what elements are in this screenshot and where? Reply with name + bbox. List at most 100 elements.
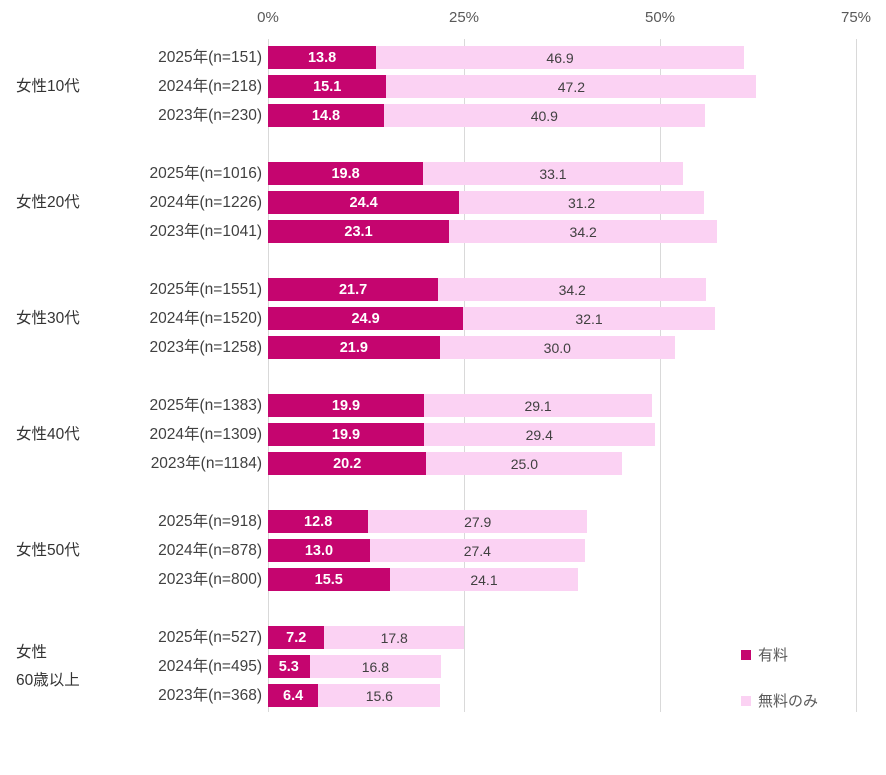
bar-segment-paid: 14.8 [268, 104, 385, 127]
bar-segment-paid: 19.9 [268, 394, 425, 417]
row-label: 2025年(n=527) [158, 629, 262, 646]
free-series-swatch-icon [741, 695, 751, 706]
bar-value-label: 17.8 [380, 629, 408, 646]
group-label-line: 女性 [16, 643, 48, 661]
bar-value-label: 24.9 [351, 310, 380, 327]
bar-value-label: 16.8 [361, 658, 390, 675]
paid-series-swatch-icon [741, 649, 751, 660]
group-label: 女性20代 [16, 189, 80, 217]
bar-segment-free: 30.0 [439, 336, 675, 359]
bar-segment-paid: 5.3 [268, 655, 310, 678]
row-label: 2023年(n=1258) [149, 339, 262, 356]
x-axis-tick-label: 75% [840, 9, 872, 26]
bar-segment-free: 29.1 [424, 394, 653, 417]
bar-segment-paid: 15.5 [268, 568, 390, 591]
row-label: 2024年(n=218) [158, 78, 262, 95]
bar-value-label: 15.1 [313, 78, 342, 95]
bar-value-label: 14.8 [311, 107, 341, 124]
x-axis-tick-label: 25% [448, 9, 480, 26]
row-label: 2025年(n=1383) [149, 397, 262, 414]
group-label-line: 女性20代 [16, 193, 80, 211]
bar-value-label: 7.2 [286, 629, 307, 646]
bar-value-label: 47.2 [557, 78, 586, 95]
bar-segment-paid: 7.2 [268, 626, 325, 649]
bar-segment-paid: 23.1 [268, 220, 450, 243]
bar-segment-free: 27.4 [369, 539, 585, 562]
row-label: 2025年(n=1016) [149, 165, 262, 182]
group-label-line: 女性50代 [16, 541, 80, 559]
bar-value-label: 13.8 [307, 49, 337, 66]
bar-segment-free: 25.0 [426, 452, 623, 475]
row-label: 2023年(n=1184) [150, 455, 262, 472]
bar-value-label: 24.4 [349, 194, 378, 211]
legend-item-free: 無料のみ [741, 690, 818, 711]
bar-value-label: 32.1 [575, 310, 603, 327]
bar-value-label: 24.1 [470, 571, 498, 588]
bar-segment-free: 17.8 [324, 626, 464, 649]
bar-value-label: 19.8 [331, 165, 360, 182]
gridline [464, 39, 465, 712]
x-axis-tick-label: 0% [257, 9, 279, 26]
gridline [268, 39, 269, 712]
row-label: 2024年(n=1520) [149, 310, 262, 327]
bar-value-label: 25.0 [510, 455, 538, 472]
group-label-line: 女性30代 [16, 309, 80, 327]
bar-segment-paid: 19.9 [268, 423, 425, 446]
group-label-line: 60歳以上 [16, 671, 80, 689]
bar-segment-free: 15.6 [318, 684, 441, 707]
bar-value-label: 27.4 [463, 542, 491, 559]
bar-value-label: 29.4 [525, 426, 553, 443]
bar-segment-free: 34.2 [438, 278, 707, 301]
bar-value-label: 12.8 [304, 513, 333, 530]
row-label: 2025年(n=1551) [149, 281, 262, 298]
legend-label-paid: 有料 [758, 647, 789, 664]
bar-value-label: 5.3 [278, 658, 299, 675]
bar-value-label: 23.1 [344, 223, 373, 240]
bar-value-label: 27.9 [464, 513, 492, 530]
bar-segment-free: 27.9 [368, 510, 588, 533]
row-label: 2024年(n=495) [158, 658, 262, 675]
bar-value-label: 15.6 [365, 687, 393, 704]
bar-segment-paid: 12.8 [268, 510, 369, 533]
row-label: 2024年(n=1309) [149, 426, 262, 443]
bar-value-label: 31.2 [567, 194, 596, 211]
gridline [856, 39, 857, 712]
bar-value-label: 29.1 [524, 397, 552, 414]
bar-segment-paid: 19.8 [268, 162, 424, 185]
bar-segment-paid: 21.9 [268, 336, 440, 359]
row-label: 2023年(n=1041) [149, 223, 262, 240]
row-label: 2024年(n=878) [158, 542, 262, 559]
bar-segment-paid: 6.4 [268, 684, 319, 707]
bar-segment-paid: 21.7 [268, 278, 439, 301]
bar-value-label: 34.2 [569, 223, 597, 240]
bar-value-label: 19.9 [331, 426, 361, 443]
bar-value-label: 15.5 [314, 571, 343, 588]
bar-segment-free: 32.1 [463, 307, 715, 330]
row-label: 2023年(n=800) [158, 571, 262, 588]
bar-value-label: 20.2 [333, 455, 362, 472]
bar-segment-free: 29.4 [424, 423, 655, 446]
group-label: 女性 60歳以上 [16, 639, 80, 695]
bar-segment-paid: 24.9 [268, 307, 464, 330]
group-label: 女性10代 [16, 73, 80, 101]
gridline [660, 39, 661, 712]
row-label: 2023年(n=368) [158, 687, 262, 704]
bar-value-label: 13.0 [304, 542, 334, 559]
bar-segment-paid: 20.2 [268, 452, 427, 475]
group-label-line: 女性10代 [16, 77, 80, 95]
bar-segment-paid: 13.8 [268, 46, 377, 69]
legend-label-free: 無料のみ [758, 693, 819, 710]
bar-value-label: 40.9 [530, 107, 558, 124]
bar-segment-free: 16.8 [309, 655, 442, 678]
bar-value-label: 33.1 [539, 165, 567, 182]
bar-value-label: 30.0 [543, 339, 571, 356]
bar-segment-free: 31.2 [459, 191, 704, 214]
bar-segment-free: 24.1 [389, 568, 579, 591]
bar-value-label: 21.9 [339, 339, 368, 356]
group-label: 女性40代 [16, 421, 80, 449]
x-axis-tick-label: 50% [644, 9, 676, 26]
bar-value-label: 19.9 [331, 397, 361, 414]
group-label-line: 女性40代 [16, 425, 80, 443]
row-label: 2025年(n=918) [158, 513, 262, 530]
bar-segment-free: 33.1 [423, 162, 683, 185]
